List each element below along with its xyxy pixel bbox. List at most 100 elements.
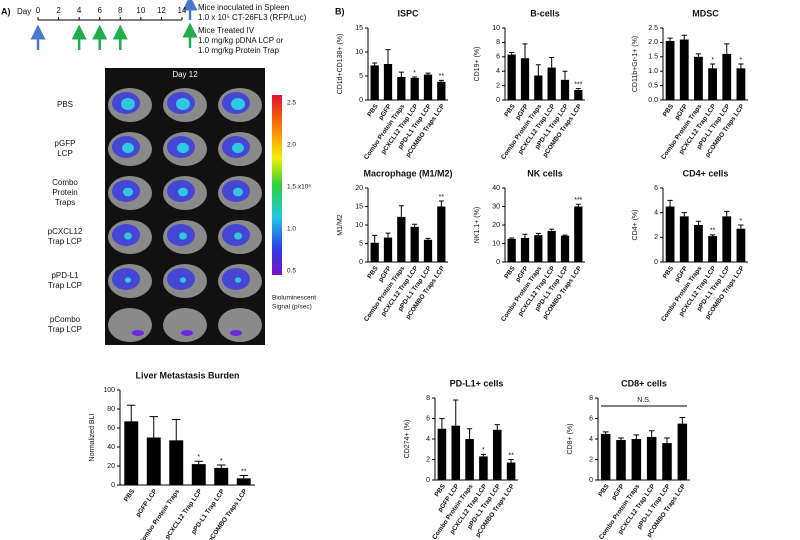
y-tick-label: 40 (492, 185, 500, 192)
chart-title: NK cells (527, 168, 563, 178)
legend-text: 1.0 mg/kg pDNA LCP or (198, 36, 284, 45)
chart-title: Liver Metastasis Burden (135, 370, 239, 380)
bar (665, 206, 675, 262)
bar (191, 464, 206, 485)
error-bar (535, 64, 541, 76)
bar (560, 79, 570, 100)
signal (123, 187, 133, 197)
y-tick-label: 5 (359, 240, 363, 247)
row-label: Traps (55, 198, 75, 207)
bar (708, 236, 717, 262)
liver (218, 308, 262, 342)
x-tick-label: PBS (597, 483, 611, 499)
bar (722, 53, 732, 100)
y-axis-label: CD274+ (%) (404, 420, 411, 459)
legend-text: 1.0 x 10⁵ CT-26FL3 (RFP/Luc) (198, 13, 307, 22)
significance: ** (508, 452, 514, 459)
y-tick-label: 30 (492, 203, 500, 210)
error-bar (724, 43, 730, 54)
error-bar (453, 399, 459, 426)
timeline-tick-label: 8 (118, 6, 123, 15)
timeline-tick-label: 6 (97, 6, 102, 15)
bar (383, 64, 393, 100)
error-bar (385, 232, 391, 238)
signal (176, 98, 190, 110)
row-label: LCP (57, 149, 73, 158)
y-tick-label: 2 (426, 456, 430, 463)
bar (423, 239, 433, 262)
significance: * (197, 454, 200, 461)
y-tick-label: 0.0 (648, 97, 658, 104)
y-tick-label: 5 (359, 73, 363, 80)
bar (146, 437, 161, 485)
y-tick-label: 0 (496, 259, 500, 266)
chart-title: ISPC (397, 8, 419, 18)
y-tick-label: 6 (589, 415, 593, 422)
bar (708, 68, 717, 100)
y-tick-label: 15 (355, 203, 363, 210)
bar (451, 425, 461, 480)
y-tick-label: 4 (589, 436, 593, 443)
legend-text: Mice Treated IV (198, 26, 255, 35)
bar (520, 58, 530, 100)
signal (181, 330, 193, 336)
y-axis-label: CD4+ (%) (632, 210, 639, 241)
bar (694, 225, 703, 262)
y-tick-label: 0 (359, 259, 363, 266)
error-bar (425, 237, 431, 240)
error-bar (562, 70, 568, 80)
error-bar (412, 76, 418, 78)
x-tick-label: PBS (123, 488, 137, 504)
chart-title: CD4+ cells (683, 168, 729, 178)
significance: ** (439, 73, 445, 80)
y-tick-label: 6 (496, 54, 500, 61)
error-bar (149, 416, 158, 438)
error-bar (509, 51, 515, 55)
significance: ** (439, 194, 445, 201)
y-tick-label: 6 (426, 415, 430, 422)
y-tick-label: 2 (654, 234, 658, 241)
y-tick-label: 0 (654, 259, 658, 266)
colorbar-title: Signal (p/sec) (272, 304, 312, 311)
signal (125, 277, 131, 283)
x-tick-label: pCOMBO Traps LCP (207, 488, 249, 540)
signal (234, 232, 242, 240)
signal (121, 98, 135, 110)
bar (370, 65, 379, 100)
timeline-tick-label: 10 (136, 6, 145, 15)
y-tick-label: 80 (107, 406, 115, 413)
error-bar (549, 228, 555, 231)
error-bar (494, 424, 500, 430)
signal (232, 142, 244, 154)
signal (122, 142, 134, 154)
timeline-label: Day (17, 7, 31, 16)
significance: * (711, 57, 714, 64)
colorbar-label: 1.0 (287, 226, 296, 233)
bar (214, 467, 229, 485)
y-tick-label: 4 (654, 210, 658, 217)
bar (492, 429, 502, 480)
error-bar (372, 62, 378, 66)
y-tick-label: 0 (496, 97, 500, 104)
significance: * (740, 218, 743, 225)
error-bar (480, 453, 486, 457)
error-bar (438, 200, 444, 207)
y-axis-label: CD1d+CD138+ (%) (337, 34, 344, 95)
bar (534, 235, 543, 262)
error-bar (575, 87, 581, 90)
bar (124, 421, 139, 485)
error-bar (239, 475, 248, 479)
bar (547, 67, 556, 100)
error-bar (412, 223, 418, 227)
y-axis-label: NK1.1+ (%) (474, 207, 481, 243)
x-tick-label: PBS (662, 265, 676, 281)
error-bar (467, 428, 473, 439)
error-bar (618, 437, 624, 441)
y-tick-label: 2.0 (648, 39, 658, 46)
bar (736, 228, 746, 262)
bar (574, 206, 583, 262)
bar (679, 39, 689, 100)
error-bar (681, 34, 687, 40)
bar (631, 439, 642, 480)
y-tick-label: 8 (496, 39, 500, 46)
